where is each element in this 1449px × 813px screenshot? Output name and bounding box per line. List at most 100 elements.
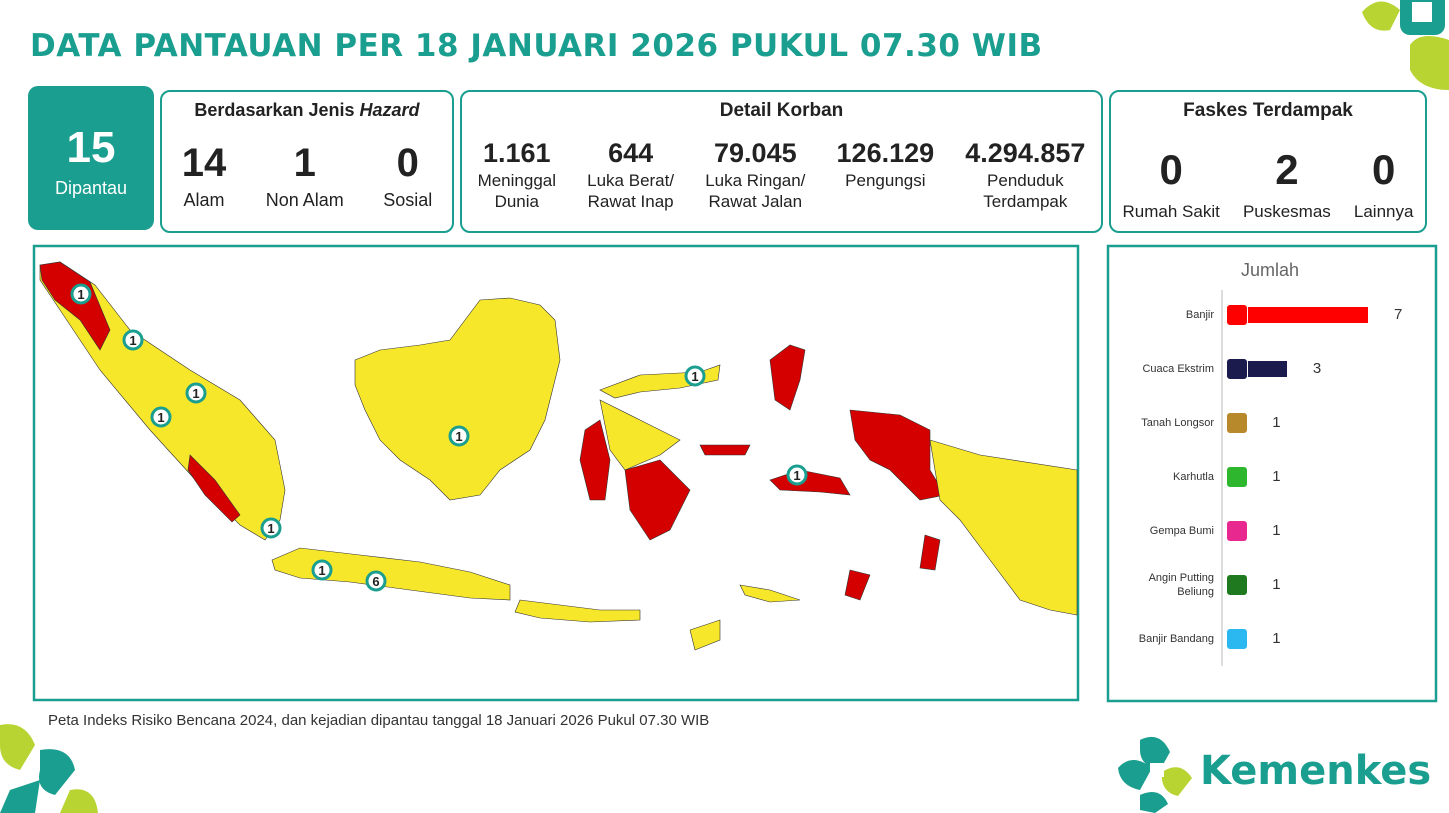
category-label: Angin Putting Beliung [1148,572,1214,598]
value-label: 1 [1272,468,1281,485]
stat-label: Meninggal [477,171,557,190]
category-icon [1226,358,1248,380]
kemenkes-logo-mark [1118,736,1192,813]
stat-label: Luka Ringan/ [705,171,806,190]
stat-label: Pengungsi [845,171,926,190]
stat: 0 Rumah Sakit [1123,144,1220,222]
category-icon [1226,520,1248,542]
marker-label: 6 [372,574,379,589]
category-icon [1226,304,1248,326]
category-icon [1226,412,1248,434]
stat: 1 Non Alam [266,138,344,211]
stat-label: Luka Berat/ [587,171,675,190]
stat-label: Sosial [383,190,433,210]
monitored-card: 15 Dipantau [28,86,154,230]
stat: 644 Luka Berat/Rawat Inap [587,136,674,212]
island [354,297,561,501]
marker-label: 1 [157,410,164,425]
facility-stats: 0 Rumah Sakit 2 Puskesmas 0 Lainnya [1111,144,1425,222]
stat-label: Non Alam [265,190,344,210]
chart-title: Jumlah [1240,260,1300,280]
marker-label: 1 [318,563,325,578]
corner-logo [1362,0,1449,90]
card-title: Detail Korban [719,100,844,121]
stat-value: 1 [293,141,316,185]
province-high-risk [844,569,871,601]
stat-label: Terdampak [983,192,1068,211]
stat-value: 4.294.857 [965,138,1086,168]
marker-label: 1 [793,468,800,483]
monitored-label: Dipantau [54,178,128,198]
island [599,399,681,471]
marker-circle [150,406,172,428]
province-high-risk [187,454,241,523]
title-text: Berdasarkan Jenis [194,100,355,120]
marker-label: 1 [267,521,274,536]
category-label: Banjir Bandang [1138,633,1214,645]
marker-circle [70,283,92,305]
category-icon [1226,466,1248,488]
stat-value: 0 [1371,146,1396,193]
logo-text: Kemenkes [1200,748,1432,794]
marker-circle [365,570,387,592]
hazard-stats: 14 Alam 1 Non Alam 0 Sosial [162,138,452,211]
marker-label: 1 [129,333,136,348]
province-high-risk [769,344,806,411]
marker-circle [786,464,808,486]
island [271,547,511,601]
province-high-risk [579,419,611,501]
category-icon [1226,574,1248,596]
stat-value: 1.161 [483,138,551,168]
marker-circle [684,365,706,387]
marker-label: 1 [691,369,698,384]
island [929,439,1078,616]
stat: 0 Sosial [383,138,432,211]
stat-value: 126.129 [836,138,935,168]
stat-label: Penduduk [987,171,1064,190]
stat-value: 2 [1275,146,1299,193]
island [739,584,801,603]
island [689,619,721,651]
stat-label: Puskesmas [1242,202,1331,221]
map [39,261,1078,651]
stat-value: 0 [396,141,419,185]
stat-value: 0 [1159,146,1183,193]
province-high-risk [919,534,941,571]
value-label: 1 [1272,522,1281,539]
stat-label: Rawat Jalan [708,192,803,211]
stat: 0 Lainnya [1354,144,1414,222]
value-label: 1 [1272,414,1281,431]
marker-circle [311,559,333,581]
category-label: Karhutla [1173,471,1214,483]
stat-label: Rumah Sakit [1122,202,1220,221]
stat: 79.045 Luka Ringan/Rawat Jalan [705,136,805,212]
island [514,599,641,623]
casualties-card: Detail Korban 1.161 Meninggal Dunia 644 Luka… [460,90,1103,233]
stat-label: Rawat Inap [587,192,674,211]
casualty-stats: 1.161 Meninggal Dunia 644 Luka Berat/Rawat I… [462,136,1101,212]
card-title: Berdasarkan Jenis Hazard [162,100,452,121]
stat: 14 Alam [182,138,227,211]
stat: 126.129 Pengungsi [837,136,935,212]
category-label: Tanah Longsor [1141,417,1214,429]
marker-label: 1 [455,429,462,444]
marker-circle [448,425,470,447]
category-label: Banjir [1185,309,1214,321]
marker-label: 1 [77,287,84,302]
category-label: Cuaca Ekstrim [1142,363,1214,375]
value-label: 1 [1272,630,1281,647]
hazard-card: Berdasarkan Jenis Hazard 14 Alam 1 Non Alam… [160,90,454,233]
marker-circle [185,382,207,404]
facilities-card: Faskes Terdampak 0 Rumah Sakit 2 Puskesmas 0… [1109,90,1427,233]
value-label: 1 [1272,576,1281,593]
corner-decoration [0,724,98,813]
category-label: Gempa Bumi [1149,525,1214,537]
province-high-risk [699,444,751,456]
marker-circle [122,329,144,351]
monitored-value: 15 [66,123,116,172]
card-title: Faskes Terdampak [1183,100,1353,121]
stat: 1.161 Meninggal Dunia [478,136,556,212]
value-label: 3 [1312,360,1322,377]
